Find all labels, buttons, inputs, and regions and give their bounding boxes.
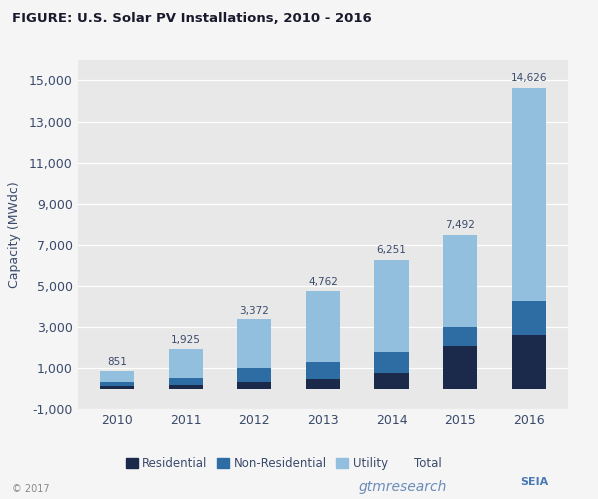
Bar xyxy=(237,319,271,368)
Bar xyxy=(100,371,135,382)
Text: 1,925: 1,925 xyxy=(171,335,201,345)
Bar xyxy=(374,260,408,352)
Text: 851: 851 xyxy=(107,357,127,367)
Bar xyxy=(169,378,203,385)
Text: gtmresearch: gtmresearch xyxy=(359,480,447,494)
Bar xyxy=(374,373,408,389)
Bar xyxy=(443,235,477,327)
Text: © 2017: © 2017 xyxy=(12,484,50,494)
Bar xyxy=(511,88,546,301)
Bar xyxy=(306,362,340,379)
Bar xyxy=(100,382,135,386)
Text: SEIA: SEIA xyxy=(520,477,548,487)
Bar xyxy=(237,382,271,389)
Bar xyxy=(511,301,546,335)
Text: 4,762: 4,762 xyxy=(308,277,338,287)
Bar xyxy=(511,335,546,389)
Bar xyxy=(374,352,408,373)
Y-axis label: Capacity (MWdc): Capacity (MWdc) xyxy=(8,181,21,288)
Text: 6,251: 6,251 xyxy=(377,245,407,255)
Bar xyxy=(443,327,477,346)
Bar xyxy=(306,379,340,389)
Bar xyxy=(237,368,271,382)
Text: 3,372: 3,372 xyxy=(239,306,269,316)
Bar xyxy=(443,346,477,389)
Bar xyxy=(169,349,203,378)
Bar xyxy=(100,386,135,389)
Text: 7,492: 7,492 xyxy=(445,220,475,230)
Legend: Residential, Non-Residential, Utility, Total: Residential, Non-Residential, Utility, T… xyxy=(126,457,441,470)
Text: FIGURE: U.S. Solar PV Installations, 2010 - 2016: FIGURE: U.S. Solar PV Installations, 201… xyxy=(12,12,372,25)
Bar xyxy=(306,291,340,362)
Text: 14,626: 14,626 xyxy=(511,73,547,83)
Bar xyxy=(169,385,203,389)
